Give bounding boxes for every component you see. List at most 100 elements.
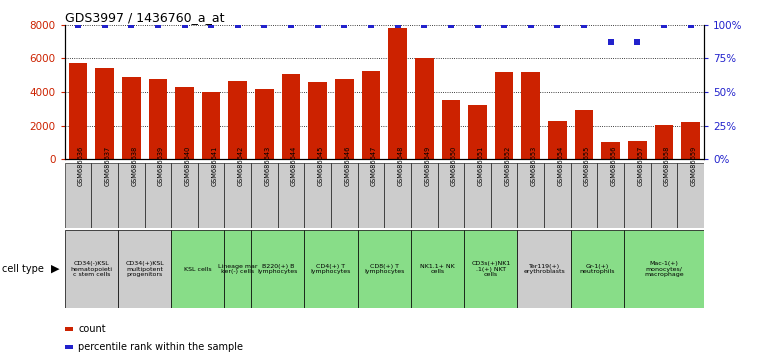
Bar (601, 142, 620, 159)
Point (125, 22, 137, 28)
Point (338, 22, 350, 28)
Bar (571, 163, 597, 228)
Bar (468, 105, 487, 159)
Text: CD4(+) T
lymphocytes: CD4(+) T lymphocytes (310, 264, 352, 274)
Text: Ter119(+)
erythroblasts: Ter119(+) erythroblasts (524, 264, 565, 274)
Bar (122, 77, 141, 159)
Text: CD8(+) T
lymphocytes: CD8(+) T lymphocytes (364, 264, 405, 274)
Text: B220(+) B
lymphocytes: B220(+) B lymphocytes (257, 264, 298, 274)
Text: count: count (78, 324, 106, 334)
Bar (521, 72, 540, 159)
Bar (438, 163, 464, 228)
Bar (517, 163, 544, 228)
Text: GSM686656: GSM686656 (610, 146, 616, 186)
Bar (575, 110, 594, 159)
Point (365, 22, 377, 28)
Bar (331, 163, 358, 228)
Text: GSM686642: GSM686642 (237, 146, 244, 186)
Text: GSM686658: GSM686658 (664, 146, 670, 186)
Text: GDS3997 / 1436760_a_at: GDS3997 / 1436760_a_at (65, 11, 224, 24)
Bar (651, 163, 677, 228)
Text: GSM686636: GSM686636 (78, 146, 84, 186)
Text: GSM686646: GSM686646 (344, 146, 350, 186)
Point (151, 22, 164, 28)
Point (178, 22, 190, 28)
Text: GSM686644: GSM686644 (291, 146, 297, 186)
Bar (358, 163, 384, 228)
Bar (228, 81, 247, 159)
Bar (495, 72, 514, 159)
Bar (628, 141, 647, 159)
Bar (361, 71, 380, 159)
Text: GSM686651: GSM686651 (478, 146, 483, 186)
Point (285, 22, 297, 28)
Point (258, 22, 271, 28)
Bar (517, 230, 571, 308)
Bar (175, 87, 194, 159)
Point (658, 22, 670, 28)
Text: GSM686650: GSM686650 (451, 146, 457, 186)
Text: GSM686655: GSM686655 (584, 146, 590, 186)
Bar (384, 163, 411, 228)
Bar (171, 230, 224, 308)
Text: GSM686652: GSM686652 (504, 146, 510, 186)
Point (72, 22, 84, 28)
Point (444, 22, 457, 28)
Bar (255, 88, 274, 159)
Point (498, 22, 510, 28)
Point (231, 22, 244, 28)
Bar (358, 230, 411, 308)
Text: Gr-1(+)
neutrophils: Gr-1(+) neutrophils (580, 264, 615, 274)
Text: GSM686649: GSM686649 (425, 146, 430, 186)
Text: Lineage mar
ker(-) cells: Lineage mar ker(-) cells (218, 264, 257, 274)
Bar (308, 82, 327, 159)
Bar (224, 163, 251, 228)
Bar (677, 163, 704, 228)
Point (98, 22, 111, 28)
Bar (544, 163, 571, 228)
Point (205, 22, 218, 28)
Bar (441, 99, 460, 159)
Bar (224, 230, 251, 308)
Bar (597, 163, 624, 228)
Text: KSL cells: KSL cells (184, 267, 212, 272)
Text: GSM686653: GSM686653 (530, 146, 537, 186)
Point (312, 22, 324, 28)
Bar (654, 125, 673, 159)
Text: percentile rank within the sample: percentile rank within the sample (78, 342, 244, 352)
Bar (548, 121, 567, 159)
Point (391, 22, 403, 28)
Bar (145, 163, 171, 228)
Bar (65, 230, 118, 308)
Text: GSM686637: GSM686637 (104, 146, 110, 186)
Point (578, 22, 590, 28)
Bar (95, 68, 114, 159)
Bar (411, 163, 438, 228)
Point (471, 22, 484, 28)
Bar (148, 79, 167, 159)
Text: GSM686647: GSM686647 (371, 146, 377, 186)
Text: GSM686645: GSM686645 (318, 146, 323, 186)
Bar (68, 63, 88, 159)
Bar (304, 230, 358, 308)
Point (604, 39, 616, 45)
Text: cell type: cell type (2, 264, 44, 274)
Bar (491, 163, 517, 228)
Bar (282, 74, 301, 159)
Text: GSM686641: GSM686641 (211, 146, 217, 186)
Bar (202, 92, 221, 159)
Text: GSM686643: GSM686643 (265, 146, 270, 186)
Text: GSM686659: GSM686659 (690, 146, 696, 186)
Bar (65, 163, 91, 228)
Bar (91, 163, 118, 228)
Bar (624, 230, 704, 308)
Text: GSM686640: GSM686640 (184, 146, 190, 186)
Bar (251, 230, 304, 308)
Bar (681, 122, 700, 159)
Bar (251, 163, 278, 228)
Bar (624, 163, 651, 228)
Bar (464, 163, 491, 228)
Point (419, 22, 431, 28)
Bar (171, 163, 198, 228)
Bar (278, 163, 304, 228)
